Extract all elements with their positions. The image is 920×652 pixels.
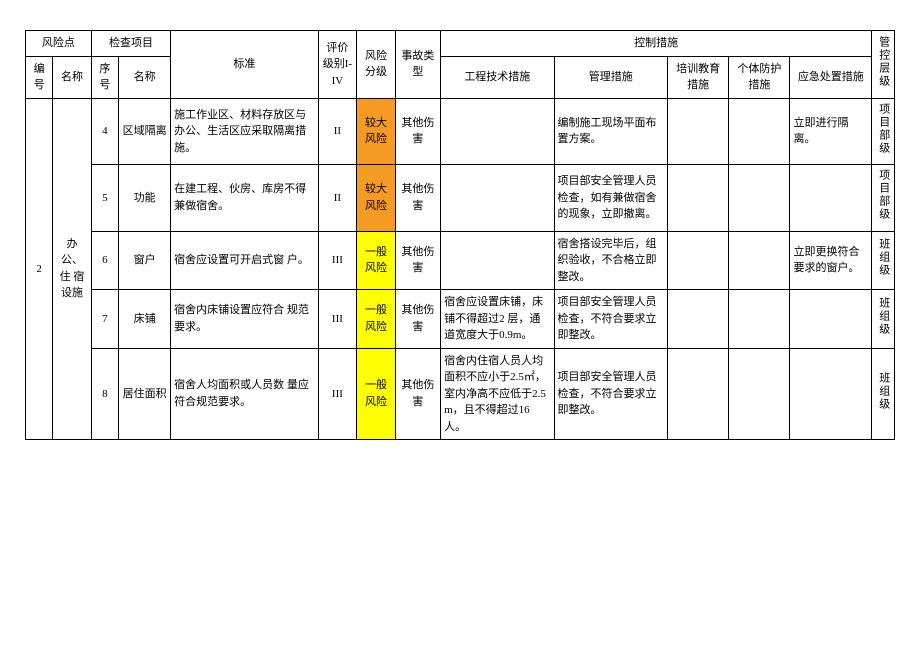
cell-standard: 施工作业区、材料存放区与办公、生活区应采取隔离措施。	[171, 98, 318, 165]
cell-eng	[441, 165, 554, 232]
cell-accident: 其他伤害	[395, 290, 440, 349]
group-id: 2	[26, 98, 53, 440]
cell-eng	[441, 231, 554, 290]
cell-risk: 一般风险	[357, 231, 396, 290]
cell-ppe	[729, 290, 790, 349]
hdr-emer: 应急处置措施	[790, 56, 872, 98]
hdr-id: 编号	[26, 56, 53, 98]
cell-accident: 其他伤害	[395, 231, 440, 290]
cell-emer: 立即更换符合要求的窗户。	[790, 231, 872, 290]
table-row: 8居住面积宿舍人均面积或人员数 量应符合规范要求。III一般风险其他伤害宿舍内住…	[26, 348, 895, 440]
cell-ctrl: 项目部级	[872, 165, 895, 232]
hdr-control: 控制措施	[441, 31, 872, 57]
hdr-eval: 评价级别I-IV	[318, 31, 357, 99]
cell-eval: II	[318, 98, 357, 165]
cell-mgmt: 编制施工现场平面布置方案。	[554, 98, 667, 165]
hdr-ctrl-level: 管控层级	[872, 31, 895, 99]
hdr-risk-class: 风险分级	[357, 31, 396, 99]
table-row: 7床铺宿舍内床铺设置应符合 规范要求。III一般风险其他伤害宿舍应设置床铺，床铺…	[26, 290, 895, 349]
hdr-check-item: 检查项目	[91, 31, 170, 57]
table-row: 6窗户宿舍应设置可开启式窗 户。III一般风险其他伤害 宿舍搭设完毕后，组织验收，…	[26, 231, 895, 290]
cell-risk: 一般风险	[357, 290, 396, 349]
cell-seq: 6	[91, 231, 118, 290]
cell-ctrl: 班组级	[872, 348, 895, 440]
cell-train	[667, 231, 728, 290]
cell-eng	[441, 98, 554, 165]
hdr-mgmt: 管理措施	[554, 56, 667, 98]
cell-mgmt: 项目部安全管理人员检查，不符合要求立即整改。	[554, 348, 667, 440]
cell-standard: 宿舍应设置可开启式窗 户。	[171, 231, 318, 290]
cell-mgmt: 项目部安全管理人员检查，不符合要求立即整改。	[554, 290, 667, 349]
cell-eng: 宿舍内住宿人员人均面积不应小于2.5㎡，室内净高不应低于2.5m，且不得超过16…	[441, 348, 554, 440]
table-row: 2办 公、住 宿 设施4区域隔离施工作业区、材料存放区与办公、生活区应采取隔离措…	[26, 98, 895, 165]
hdr-eng: 工程技术措施	[441, 56, 554, 98]
cell-eval: III	[318, 290, 357, 349]
cell-emer	[790, 348, 872, 440]
cell-ppe	[729, 165, 790, 232]
cell-sub-name: 床铺	[119, 290, 171, 349]
cell-train	[667, 290, 728, 349]
cell-mgmt: 项目部安全管理人员检查，如有兼做宿舍的现象，立即撤离。	[554, 165, 667, 232]
cell-eng: 宿舍应设置床铺，床铺不得超过2 层，通道宽度大于0.9m。	[441, 290, 554, 349]
cell-accident: 其他伤害	[395, 98, 440, 165]
cell-ctrl: 项目部级	[872, 98, 895, 165]
cell-emer	[790, 165, 872, 232]
cell-eval: III	[318, 348, 357, 440]
table-row: 5功能在建工程、伙房、库房不得兼做宿舍。II较大风险其他伤害 项目部安全管理人员检…	[26, 165, 895, 232]
hdr-standard: 标准	[171, 31, 318, 99]
cell-train	[667, 165, 728, 232]
cell-sub-name: 功能	[119, 165, 171, 232]
cell-accident: 其他伤害	[395, 348, 440, 440]
cell-seq: 7	[91, 290, 118, 349]
hdr-accident: 事故类型	[395, 31, 440, 99]
cell-sub-name: 窗户	[119, 231, 171, 290]
group-name: 办 公、住 宿 设施	[53, 98, 92, 440]
cell-standard: 宿舍内床铺设置应符合 规范要求。	[171, 290, 318, 349]
cell-risk: 较大风险	[357, 98, 396, 165]
cell-sub-name: 区域隔离	[119, 98, 171, 165]
cell-accident: 其他伤害	[395, 165, 440, 232]
hdr-train: 培训教育措施	[667, 56, 728, 98]
hdr-sub-name: 名称	[119, 56, 171, 98]
cell-seq: 4	[91, 98, 118, 165]
hdr-ppe: 个体防护措施	[729, 56, 790, 98]
cell-ctrl: 班组级	[872, 290, 895, 349]
cell-risk: 一般风险	[357, 348, 396, 440]
cell-standard: 在建工程、伙房、库房不得兼做宿舍。	[171, 165, 318, 232]
cell-ppe	[729, 231, 790, 290]
cell-ppe	[729, 348, 790, 440]
cell-mgmt: 宿舍搭设完毕后，组织验收，不合格立即整改。	[554, 231, 667, 290]
cell-seq: 8	[91, 348, 118, 440]
cell-eval: II	[318, 165, 357, 232]
hdr-name: 名称	[53, 56, 92, 98]
cell-standard: 宿舍人均面积或人员数 量应符合规范要求。	[171, 348, 318, 440]
cell-sub-name: 居住面积	[119, 348, 171, 440]
cell-train	[667, 348, 728, 440]
cell-emer: 立即进行隔离。	[790, 98, 872, 165]
cell-risk: 较大风险	[357, 165, 396, 232]
cell-seq: 5	[91, 165, 118, 232]
cell-ctrl: 班组级	[872, 231, 895, 290]
risk-control-table: 风险点 检查项目 标准 评价级别I-IV 风险分级 事故类型 控制措施 管控层级…	[25, 30, 895, 440]
cell-train	[667, 98, 728, 165]
cell-eval: III	[318, 231, 357, 290]
hdr-risk-point: 风险点	[26, 31, 92, 57]
cell-emer	[790, 290, 872, 349]
cell-ppe	[729, 98, 790, 165]
hdr-seq: 序号	[91, 56, 118, 98]
